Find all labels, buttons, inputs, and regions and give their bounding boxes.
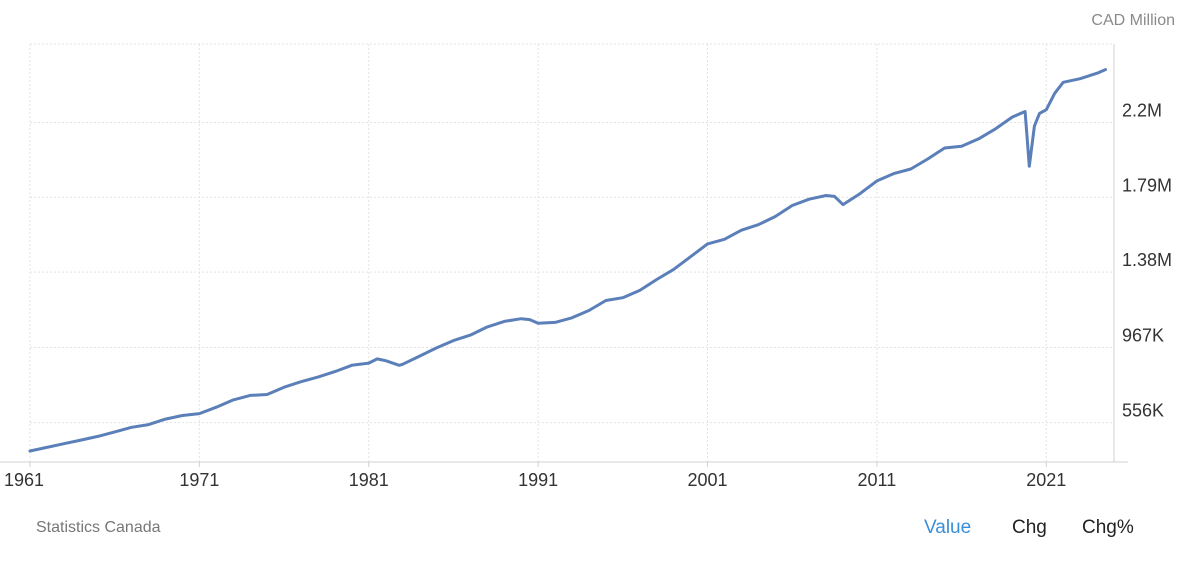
x-tick-label: 1991 [518, 470, 558, 490]
source-label: Statistics Canada [36, 519, 161, 536]
x-tick-label: 1971 [179, 470, 219, 490]
change-toggle[interactable]: Chg [1012, 517, 1047, 538]
x-tick-label: 2021 [1026, 470, 1066, 490]
change-percent-toggle[interactable]: Chg% [1082, 517, 1134, 538]
axis-layer [0, 44, 1128, 467]
series-layer [28, 68, 1107, 453]
label-layer: 556K 967K 1.38M 1.79M 2.2M 1961 1971 1981 1991 20… [4, 100, 1172, 490]
x-tick-label: 2011 [858, 470, 897, 490]
unit-label: CAD Million [1091, 12, 1175, 29]
value-toggle[interactable]: Value [924, 517, 972, 538]
y-tick-label: 967K [1122, 326, 1164, 346]
x-tick-label: 1981 [349, 470, 389, 490]
series-line-0 [28, 68, 1107, 453]
y-tick-label: 1.38M [1122, 250, 1172, 270]
y-tick-label: 1.79M [1122, 175, 1172, 195]
y-tick-label: 556K [1122, 401, 1164, 421]
x-tick-label: 2001 [687, 470, 727, 490]
y-tick-label: 2.2M [1122, 100, 1162, 120]
grid-layer [29, 43, 1114, 462]
x-tick-label: 1961 [4, 470, 44, 490]
